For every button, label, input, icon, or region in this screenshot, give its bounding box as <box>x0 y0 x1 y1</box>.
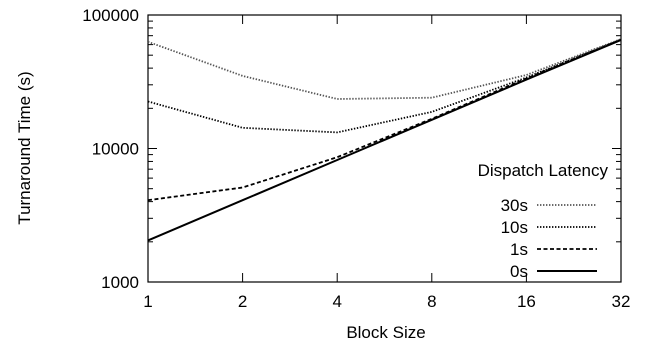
x-axis-label: Block Size <box>346 323 425 342</box>
legend-label: 1s <box>510 240 528 259</box>
plot-area: 1000 10000 100000 1 2 4 8 16 32 30s 10s 1s 0s <box>82 6 630 311</box>
legend-label: 30s <box>501 196 528 215</box>
series-line-0s <box>147 39 622 242</box>
y-tick-label: 10000 <box>92 140 139 159</box>
series-line-10s <box>147 38 622 134</box>
x-tick-label: 2 <box>238 292 247 311</box>
y-tick-label: 1000 <box>101 273 139 292</box>
x-tick-label: 4 <box>332 292 341 311</box>
legend-title: Dispatch Latency <box>478 161 609 180</box>
legend-label: 10s <box>501 218 528 237</box>
x-tick-label: 16 <box>517 292 536 311</box>
legend-label: 0s <box>510 262 528 281</box>
y-tick-label: 100000 <box>82 6 139 25</box>
y-axis-label: Turnaround Time (s) <box>15 71 34 224</box>
x-tick-label: 1 <box>143 292 152 311</box>
plot-frame <box>147 14 622 283</box>
x-tick-label: 32 <box>612 292 631 311</box>
x-tick-label: 8 <box>427 292 436 311</box>
